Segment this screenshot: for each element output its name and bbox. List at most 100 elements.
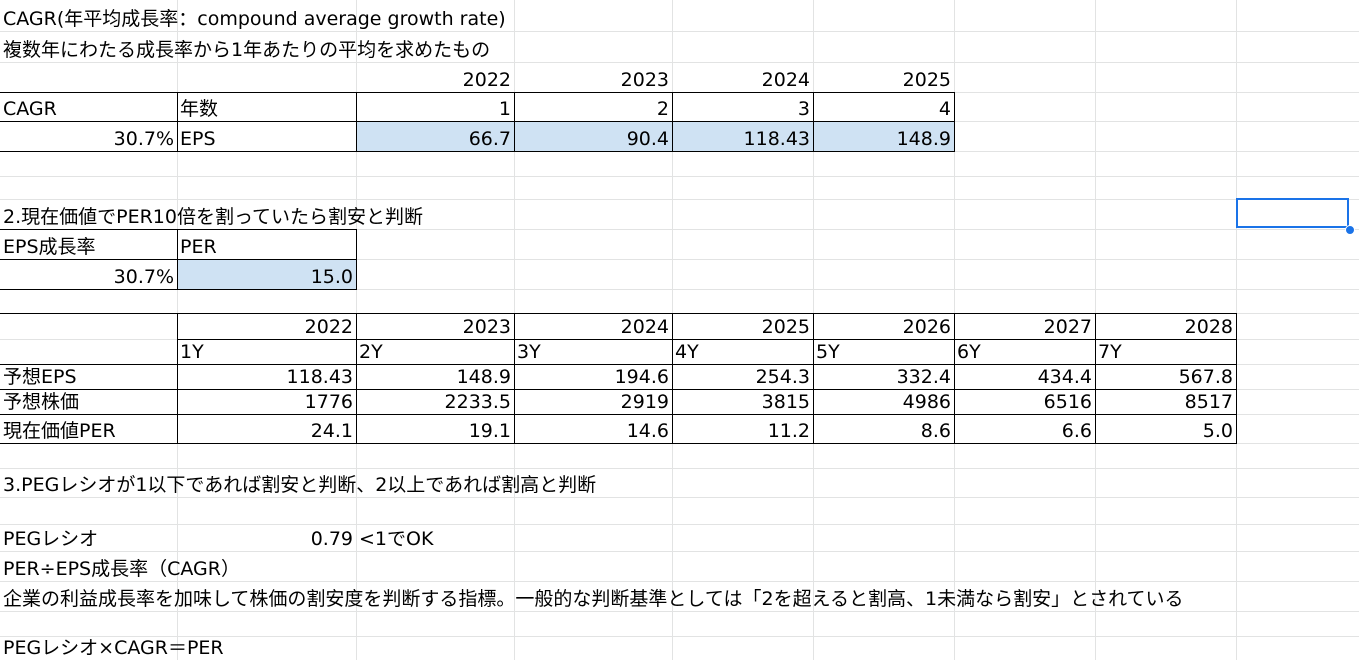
cell-text[interactable]: PEGレシオ xyxy=(3,528,99,550)
cell-text[interactable]: 5Y xyxy=(816,341,840,363)
cell-text[interactable]: 年数 xyxy=(180,98,219,120)
cell-text[interactable]: EPS xyxy=(180,128,216,150)
cell-text[interactable]: PEGレシオ×CAGR＝PER xyxy=(3,637,224,659)
cell-border xyxy=(0,414,1237,415)
cell-text[interactable]: 8517 xyxy=(1184,391,1233,413)
cell-text[interactable]: 24.1 xyxy=(310,420,353,442)
selected-cell[interactable] xyxy=(1236,198,1349,228)
cell-text[interactable]: 254.3 xyxy=(755,366,810,388)
cell-border xyxy=(177,313,178,443)
gridline-horizontal xyxy=(0,229,1359,230)
cell-border xyxy=(813,92,814,151)
cell-text[interactable]: 90.4 xyxy=(626,128,669,150)
cell-text[interactable]: 2024 xyxy=(620,316,669,338)
cell-text[interactable]: 複数年にわたる成長率から1年あたりの平均を求めたもの xyxy=(3,39,491,61)
cell-text[interactable]: 11.2 xyxy=(767,420,810,442)
cell-text[interactable]: 6516 xyxy=(1043,391,1092,413)
cell-text[interactable]: 2233.5 xyxy=(444,391,511,413)
cell-text[interactable]: 3 xyxy=(797,98,810,120)
cell-border xyxy=(1095,313,1096,443)
cell-text[interactable]: 15.0 xyxy=(310,266,353,288)
cell-text[interactable]: 567.8 xyxy=(1178,366,1233,388)
gridline-horizontal xyxy=(0,468,1359,469)
cell-text[interactable]: 148.9 xyxy=(896,128,951,150)
cell-text[interactable]: 2 xyxy=(656,98,669,120)
cell-text[interactable]: 2.現在価値でPER10倍を割っていたら割安と判断 xyxy=(3,206,424,228)
cell-text[interactable]: 4 xyxy=(938,98,951,120)
cell-text[interactable]: 30.7% xyxy=(113,128,174,150)
cell-border xyxy=(672,92,673,151)
cell-text[interactable]: PER÷EPS成長率（CAGR） xyxy=(3,558,240,580)
cell-border xyxy=(177,92,178,151)
cell-text[interactable]: 1 xyxy=(498,98,511,120)
cell-border xyxy=(0,443,1237,444)
cell-text[interactable]: 1Y xyxy=(180,341,204,363)
gridline-horizontal xyxy=(0,551,1359,552)
cell-text[interactable]: 2024 xyxy=(761,69,810,91)
cell-border xyxy=(954,313,955,443)
cell-text[interactable]: 8.6 xyxy=(920,420,951,442)
cell-border xyxy=(954,92,955,151)
cell-border xyxy=(0,389,1237,390)
gridline-horizontal xyxy=(0,524,1359,525)
cell-text[interactable]: 予想株価 xyxy=(3,391,80,413)
cell-text[interactable]: 2022 xyxy=(304,316,353,338)
gridline-horizontal xyxy=(0,497,1359,498)
highlighted-cell xyxy=(672,121,813,151)
highlighted-cell xyxy=(356,121,514,151)
cell-text[interactable]: 2027 xyxy=(1043,316,1092,338)
cell-text[interactable]: 6Y xyxy=(957,341,981,363)
cell-text[interactable]: 118.43 xyxy=(286,366,353,388)
cell-text[interactable]: 7Y xyxy=(1098,341,1122,363)
cell-text[interactable]: 3815 xyxy=(761,391,810,413)
cell-text[interactable]: 118.43 xyxy=(743,128,810,150)
cell-border xyxy=(0,259,357,260)
gridline-horizontal xyxy=(0,31,1359,32)
cell-text[interactable]: 2Y xyxy=(359,341,383,363)
cell-text[interactable]: CAGR(年平均成長率：compound average growth rate… xyxy=(3,8,506,30)
cell-border xyxy=(672,313,673,443)
gridline-horizontal xyxy=(0,611,1359,612)
cell-text[interactable]: 3Y xyxy=(517,341,541,363)
cell-text[interactable]: 0.79 xyxy=(310,528,353,550)
cell-text[interactable]: 2028 xyxy=(1184,316,1233,338)
cell-text[interactable]: 2023 xyxy=(620,69,669,91)
cell-text[interactable]: 3.PEGレシオが1以下であれば割安と判断、2以上であれば割高と判断 xyxy=(3,474,597,496)
cell-text[interactable]: 194.6 xyxy=(614,366,669,388)
cell-text[interactable]: 6.6 xyxy=(1061,420,1092,442)
cell-border xyxy=(356,92,357,151)
gridline-horizontal xyxy=(0,62,1359,63)
cell-text[interactable]: 現在価値PER xyxy=(3,420,116,442)
cell-text[interactable]: 2025 xyxy=(902,69,951,91)
fill-handle[interactable] xyxy=(1345,225,1355,235)
cell-border xyxy=(0,313,1237,314)
cell-text[interactable]: 4Y xyxy=(675,341,699,363)
cell-text[interactable]: 2919 xyxy=(620,391,669,413)
cell-border xyxy=(0,151,955,152)
cell-text[interactable]: 4986 xyxy=(902,391,951,413)
cell-text[interactable]: 30.7% xyxy=(113,266,174,288)
cell-border xyxy=(1236,313,1237,443)
cell-text[interactable]: 66.7 xyxy=(468,128,511,150)
cell-text[interactable]: 2025 xyxy=(761,316,810,338)
cell-text[interactable]: 1776 xyxy=(304,391,353,413)
cell-text[interactable]: 5.0 xyxy=(1202,420,1233,442)
gridline-horizontal xyxy=(0,636,1359,637)
cell-text[interactable]: 332.4 xyxy=(896,366,951,388)
cell-text[interactable]: CAGR xyxy=(3,98,57,120)
cell-text[interactable]: 148.9 xyxy=(456,366,511,388)
cell-text[interactable]: 2022 xyxy=(462,69,511,91)
cell-text[interactable]: 2023 xyxy=(462,316,511,338)
cell-text[interactable]: <1でOK xyxy=(359,528,434,550)
cell-text[interactable]: 2026 xyxy=(902,316,951,338)
cell-text[interactable]: 19.1 xyxy=(468,420,511,442)
gridline-horizontal xyxy=(0,199,1359,200)
cell-text[interactable]: EPS成長率 xyxy=(3,236,96,258)
cell-text[interactable]: 企業の利益成長率を加味して株価の割安度を判断する指標。一般的な判断基準としては「… xyxy=(3,588,1184,610)
cell-text[interactable]: 14.6 xyxy=(626,420,669,442)
cell-text[interactable]: 434.4 xyxy=(1037,366,1092,388)
cell-border xyxy=(0,289,357,290)
cell-text[interactable]: 予想EPS xyxy=(3,366,77,388)
cell-text[interactable]: PER xyxy=(180,236,217,258)
